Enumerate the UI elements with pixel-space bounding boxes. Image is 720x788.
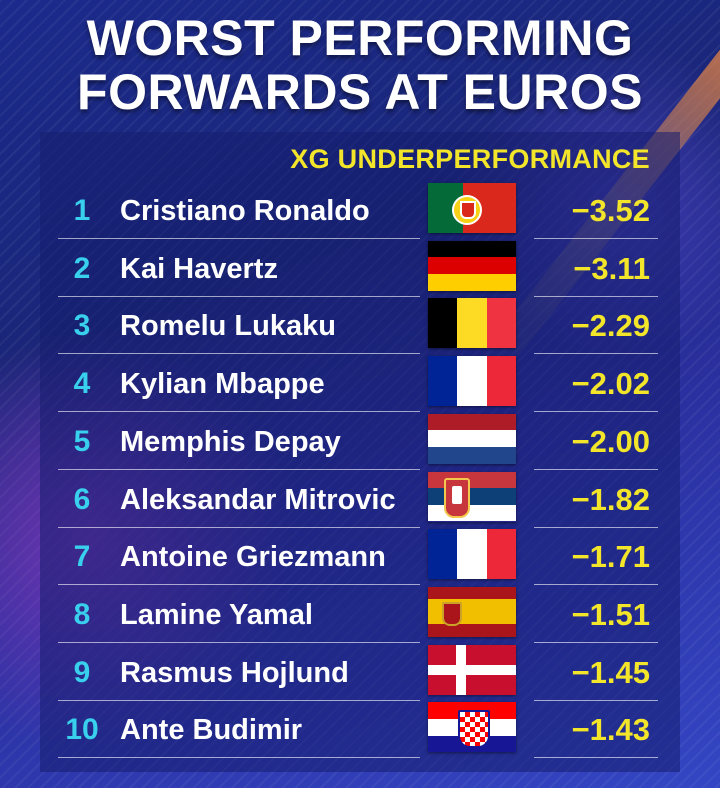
row-divider bbox=[58, 526, 420, 528]
rank-number: 9 bbox=[73, 655, 91, 689]
row-divider bbox=[58, 353, 420, 355]
denmark-flag bbox=[428, 644, 516, 695]
row-divider bbox=[534, 699, 658, 701]
title-line-1: WORST PERFORMING bbox=[86, 10, 634, 66]
rank-number: 10 bbox=[65, 713, 99, 747]
title-line-2: FORWARDS AT EUROS bbox=[77, 64, 643, 120]
row-divider bbox=[58, 699, 420, 701]
row-divider bbox=[58, 468, 420, 470]
row-divider bbox=[534, 641, 658, 643]
belgium-flag bbox=[428, 298, 516, 349]
coat-of-arms-icon bbox=[442, 601, 462, 626]
xg-value-label: −3.11 bbox=[573, 250, 650, 286]
serbia-flag bbox=[428, 471, 516, 522]
spain-flag bbox=[428, 586, 516, 637]
player-name: Rasmus Hojlund bbox=[120, 656, 349, 689]
rank-number: 6 bbox=[73, 482, 91, 516]
row-divider bbox=[534, 584, 658, 586]
row-divider bbox=[58, 238, 420, 239]
xg-value-label: −2.29 bbox=[571, 308, 650, 344]
table-row: 4 Kylian Mbappe −2.02 bbox=[58, 356, 658, 417]
player-name: Ante Budimir bbox=[120, 714, 303, 747]
rank-number: 3 bbox=[73, 309, 91, 343]
player-name: Romelu Lukaku bbox=[120, 310, 336, 343]
row-divider bbox=[58, 295, 420, 297]
row-divider bbox=[534, 468, 658, 470]
player-name: Kai Havertz bbox=[120, 252, 278, 285]
xg-value-label: −1.43 bbox=[571, 712, 650, 748]
table-row: 2 Kai Havertz −3.11 bbox=[58, 240, 658, 302]
player-name: Memphis Depay bbox=[120, 425, 341, 458]
row-divider bbox=[58, 584, 420, 586]
coat-of-arms-icon bbox=[458, 710, 490, 749]
france-flag bbox=[428, 356, 516, 407]
france-flag bbox=[428, 529, 516, 580]
player-name: Lamine Yamal bbox=[120, 598, 313, 631]
player-name: Aleksandar Mitrovic bbox=[120, 483, 396, 516]
portugal-flag bbox=[428, 183, 516, 233]
germany-flag bbox=[428, 240, 516, 291]
table-row: 7 Antoine Griezmann −1.71 bbox=[58, 529, 658, 590]
row-divider bbox=[58, 757, 420, 759]
table-row: 8 Lamine Yamal −1.51 bbox=[58, 586, 658, 648]
row-divider bbox=[534, 353, 658, 355]
xg-value-label: −2.02 bbox=[571, 366, 650, 402]
player-name: Antoine Griezmann bbox=[120, 541, 386, 574]
rank-number: 2 bbox=[73, 251, 91, 285]
table-row: 1 Cristiano Ronaldo −3.52 bbox=[58, 183, 658, 244]
rank-number: 8 bbox=[73, 597, 91, 631]
table-row: 6 Aleksandar Mitrovic −1.82 bbox=[58, 471, 658, 533]
rank-number: 1 bbox=[73, 194, 91, 227]
value-column-header: XG UNDERPERFORMANCE bbox=[290, 144, 650, 174]
xg-value-label: −1.51 bbox=[571, 596, 650, 632]
xg-value-label: −1.45 bbox=[571, 654, 650, 690]
row-divider bbox=[58, 641, 420, 643]
rank-number: 5 bbox=[73, 424, 91, 458]
rank-number: 4 bbox=[73, 367, 91, 401]
xg-value-label: −3.52 bbox=[571, 193, 650, 228]
netherlands-flag bbox=[428, 413, 516, 464]
row-divider bbox=[534, 757, 658, 759]
xg-value-label: −2.00 bbox=[571, 423, 650, 459]
player-name: Kylian Mbappe bbox=[120, 368, 325, 401]
table-row: 5 Memphis Depay −2.00 bbox=[58, 413, 658, 475]
row-divider bbox=[534, 238, 658, 239]
xg-value-label: −1.82 bbox=[571, 481, 650, 517]
row-divider bbox=[58, 411, 420, 413]
xg-value-label: −1.71 bbox=[571, 539, 650, 575]
croatia-flag bbox=[428, 702, 516, 753]
rank-number: 7 bbox=[73, 540, 91, 574]
row-divider bbox=[534, 526, 658, 528]
player-name: Cristiano Ronaldo bbox=[120, 195, 370, 227]
table-row: 9 Rasmus Hojlund −1.45 bbox=[58, 644, 658, 706]
row-divider bbox=[534, 411, 658, 413]
row-divider bbox=[534, 295, 658, 297]
table-row: 10 Ante Budimir −1.43 bbox=[58, 702, 658, 763]
table-row: 3 Romelu Lukaku −2.29 bbox=[58, 298, 658, 359]
